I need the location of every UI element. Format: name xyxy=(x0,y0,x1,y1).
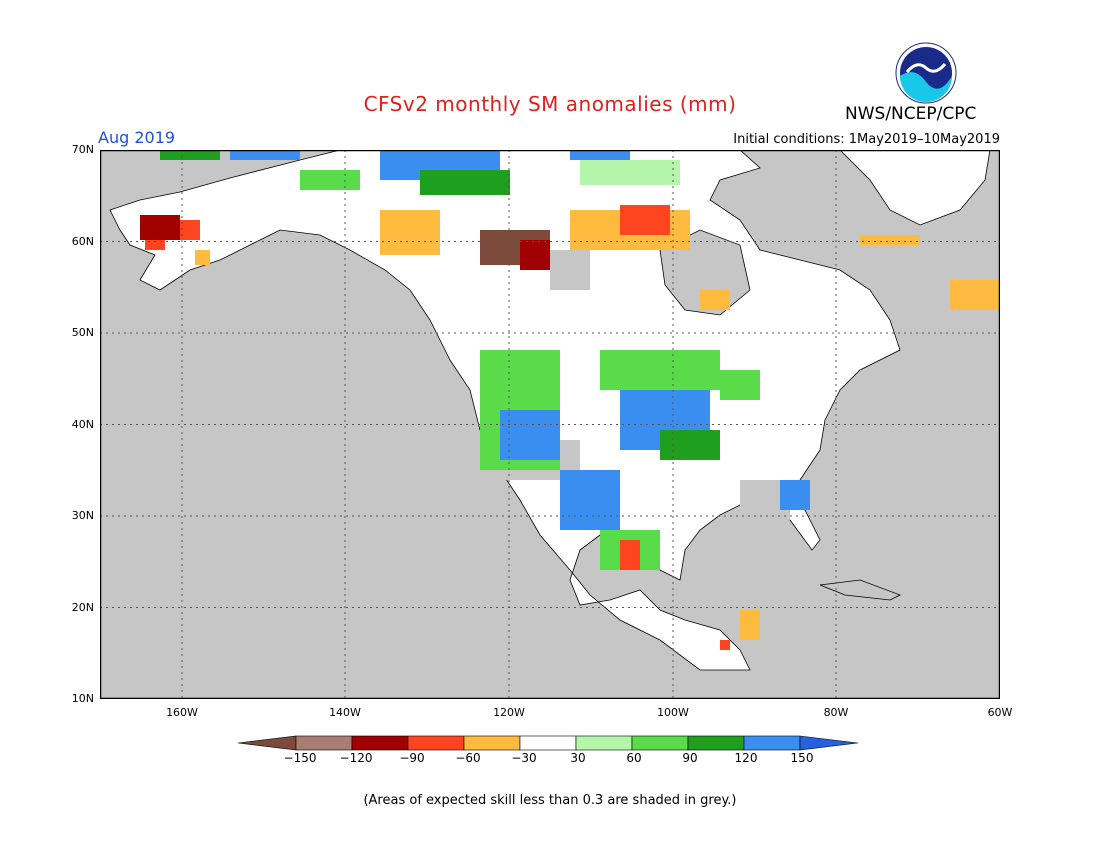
colorbar-swatch xyxy=(519,735,577,751)
colorbar-swatch xyxy=(351,735,409,751)
colorbar-swatch xyxy=(575,735,633,751)
colorbar-label: −30 xyxy=(511,751,537,765)
colorbar-swatch xyxy=(799,735,859,751)
lon-label-140w: 140W xyxy=(329,706,361,719)
colorbar-label: 120 xyxy=(734,751,758,765)
forecast-month: Aug 2019 xyxy=(98,128,176,147)
initial-conditions: Initial conditions: 1May2019–10May2019 xyxy=(733,132,1000,147)
chart-title: CFSv2 monthly SM anomalies (mm) xyxy=(363,92,737,116)
colorbar xyxy=(238,735,859,751)
lat-label-50n: 50N xyxy=(71,326,94,339)
colorbar-label: −150 xyxy=(283,751,317,765)
colorbar-swatch xyxy=(407,735,465,751)
land-greenland xyxy=(839,150,991,226)
lon-label-120w: 120W xyxy=(493,706,525,719)
colorbar-label: −60 xyxy=(455,751,481,765)
colorbar-swatch xyxy=(463,735,521,751)
lat-label-60n: 60N xyxy=(71,235,94,248)
colorbar-label: −90 xyxy=(399,751,425,765)
colorbar-swatch xyxy=(631,735,689,751)
colorbar-label: 150 xyxy=(790,751,814,765)
colorbar-label: 30 xyxy=(570,751,586,765)
colorbar-label: −120 xyxy=(339,751,373,765)
graticule xyxy=(100,150,1000,699)
lat-label-40n: 40N xyxy=(71,418,94,431)
colorbar-swatch xyxy=(687,735,745,751)
anomaly-cells xyxy=(140,150,1000,650)
footnote: (Areas of expected skill less than 0.3 a… xyxy=(363,793,737,808)
colorbar-swatch xyxy=(238,735,297,751)
colorbar-label: 60 xyxy=(626,751,642,765)
colorbar-swatch xyxy=(743,735,801,751)
anomaly-map xyxy=(100,150,1000,699)
lon-label-100w: 100W xyxy=(657,706,689,719)
land-cuba xyxy=(819,579,901,601)
map-frame xyxy=(100,150,1000,699)
lat-label-10n: 10N xyxy=(71,692,94,705)
lon-label-80w: 80W xyxy=(823,706,849,719)
lat-label-30n: 30N xyxy=(71,509,94,522)
agency-label: NWS/NCEP/CPC xyxy=(845,104,977,124)
lon-label-160w: 160W xyxy=(166,706,198,719)
colorbar-swatch xyxy=(295,735,353,751)
noaa-logo-icon xyxy=(895,42,957,104)
colorbar-label: 90 xyxy=(682,751,698,765)
lat-label-20n: 20N xyxy=(71,601,94,614)
lon-label-60w: 60W xyxy=(987,706,1013,719)
lat-label-70n: 70N xyxy=(71,143,94,156)
